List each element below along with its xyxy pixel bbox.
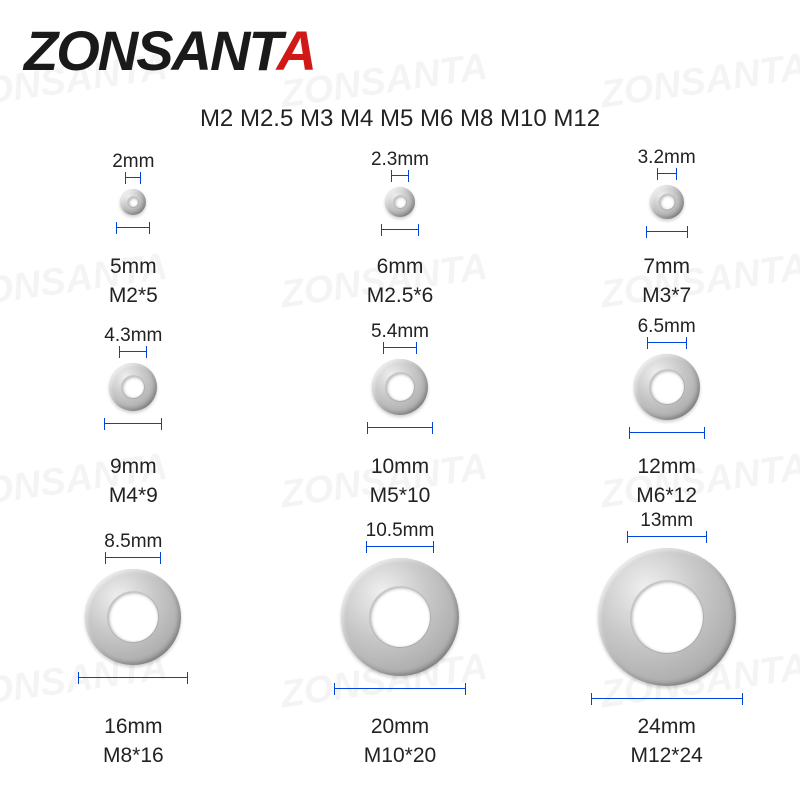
washer-hole bbox=[631, 581, 703, 653]
label-stack: 7mmM3*7 bbox=[642, 253, 691, 310]
label-stack: 6mmM2.5*6 bbox=[367, 253, 434, 310]
inner-dim-label: 6.5mm bbox=[638, 316, 696, 338]
inner-dim-label: 5.4mm bbox=[371, 321, 429, 343]
size-code: M2.5*6 bbox=[367, 282, 434, 310]
inner-dim-label: 3.2mm bbox=[638, 147, 696, 169]
size-code: M5*10 bbox=[370, 482, 431, 510]
washer-icon bbox=[341, 558, 459, 676]
outer-dim-line bbox=[334, 688, 466, 689]
outer-dim-label: 9mm bbox=[109, 453, 158, 481]
washer-wrap: 2mm bbox=[0, 150, 267, 253]
label-stack: 16mmM8*16 bbox=[103, 713, 164, 770]
washer-cell: 8.5mm 16mmM8*16 bbox=[0, 520, 267, 780]
inner-dim-line bbox=[657, 173, 677, 174]
washer-wrap: 13mm bbox=[533, 520, 800, 713]
washer-hole bbox=[108, 592, 158, 642]
washer-icon bbox=[598, 548, 736, 686]
label-stack: 10mmM5*10 bbox=[370, 453, 431, 510]
washer-wrap: 4.3mm bbox=[0, 320, 267, 453]
washer-icon bbox=[109, 363, 157, 411]
size-code: M8*16 bbox=[103, 742, 164, 770]
outer-dim-line bbox=[116, 227, 150, 228]
outer-dim-line bbox=[367, 427, 433, 428]
washer-wrap: 5.4mm bbox=[267, 320, 534, 453]
washer-hole bbox=[122, 376, 144, 398]
inner-dim-label: 2mm bbox=[112, 151, 154, 173]
outer-dim-label: 20mm bbox=[364, 713, 436, 741]
outer-dim-line bbox=[591, 698, 743, 699]
washer-wrap: 2.3mm bbox=[267, 150, 534, 253]
size-code: M12*24 bbox=[630, 742, 702, 770]
inner-dim-line bbox=[627, 536, 707, 537]
washer-icon bbox=[650, 185, 684, 219]
size-code: M3*7 bbox=[642, 282, 691, 310]
washer-wrap: 10.5mm bbox=[267, 520, 534, 713]
washer-hole bbox=[650, 370, 684, 404]
outer-dim-label: 7mm bbox=[642, 253, 691, 281]
washer-icon bbox=[85, 569, 181, 665]
brand-accent: A bbox=[277, 19, 315, 82]
size-code: M2*5 bbox=[109, 282, 158, 310]
outer-dim-label: 16mm bbox=[103, 713, 164, 741]
washer-cell: 2.3mm 6mmM2.5*6 bbox=[267, 150, 534, 320]
inner-dim-line bbox=[125, 177, 141, 178]
washer-cell: 13mm24mmM12*24 bbox=[533, 520, 800, 780]
outer-dim-line bbox=[104, 423, 162, 424]
washer-cell: 10.5mm 20mmM10*20 bbox=[267, 520, 534, 780]
washer-hole bbox=[659, 194, 674, 209]
inner-dim-line bbox=[105, 557, 161, 558]
inner-dim-line bbox=[647, 342, 687, 343]
washer-icon bbox=[385, 187, 415, 217]
label-stack: 9mmM4*9 bbox=[109, 453, 158, 510]
washer-hole bbox=[394, 196, 406, 208]
washer-cell: 2mm 5mmM2*5 bbox=[0, 150, 267, 320]
washer-icon bbox=[372, 359, 428, 415]
washer-cell: 5.4mm 10mmM5*10 bbox=[267, 320, 534, 520]
washer-icon bbox=[634, 354, 700, 420]
washer-wrap: 8.5mm bbox=[0, 520, 267, 713]
sizes-header: M2 M2.5 M3 M4 M5 M6 M8 M10 M12 bbox=[0, 105, 800, 133]
washer-cell: 6.5mm12mmM6*12 bbox=[533, 320, 800, 520]
washer-cell: 3.2mm 7mmM3*7 bbox=[533, 150, 800, 320]
brand-main: ZONSANT bbox=[24, 19, 277, 82]
size-code: M10*20 bbox=[364, 742, 436, 770]
inner-dim-line bbox=[383, 347, 417, 348]
brand-logo: ZONSANTA bbox=[24, 18, 315, 83]
outer-dim-label: 12mm bbox=[636, 453, 697, 481]
inner-dim-label: 13mm bbox=[640, 510, 693, 532]
washer-grid: 2mm 5mmM2*5 2.3mm 6mmM2.5*6 3.2mm 7mmM3*7 4.3m… bbox=[0, 150, 800, 790]
inner-dim-label: 8.5mm bbox=[104, 531, 162, 553]
outer-dim-line bbox=[646, 231, 688, 232]
label-stack: 24mmM12*24 bbox=[630, 713, 702, 770]
inner-dim-line bbox=[391, 175, 409, 176]
inner-dim-line bbox=[119, 351, 147, 352]
washer-hole bbox=[370, 587, 430, 647]
inner-dim-line bbox=[366, 546, 434, 547]
outer-dim-line bbox=[381, 229, 419, 230]
washer-cell: 4.3mm 9mmM4*9 bbox=[0, 320, 267, 520]
size-code: M6*12 bbox=[636, 482, 697, 510]
washer-wrap: 3.2mm bbox=[533, 150, 800, 253]
outer-dim-line bbox=[78, 677, 188, 678]
outer-dim-label: 6mm bbox=[367, 253, 434, 281]
washer-hole bbox=[386, 373, 414, 401]
washer-wrap: 6.5mm bbox=[533, 320, 800, 453]
outer-dim-label: 24mm bbox=[630, 713, 702, 741]
inner-dim-label: 2.3mm bbox=[371, 149, 429, 171]
label-stack: 12mmM6*12 bbox=[636, 453, 697, 510]
inner-dim-label: 10.5mm bbox=[366, 520, 435, 542]
washer-icon bbox=[120, 189, 146, 215]
label-stack: 20mmM10*20 bbox=[364, 713, 436, 770]
inner-dim-label: 4.3mm bbox=[104, 325, 162, 347]
size-code: M4*9 bbox=[109, 482, 158, 510]
outer-dim-label: 5mm bbox=[109, 253, 158, 281]
outer-dim-label: 10mm bbox=[370, 453, 431, 481]
label-stack: 5mmM2*5 bbox=[109, 253, 158, 310]
outer-dim-line bbox=[629, 432, 705, 433]
washer-hole bbox=[128, 197, 138, 207]
